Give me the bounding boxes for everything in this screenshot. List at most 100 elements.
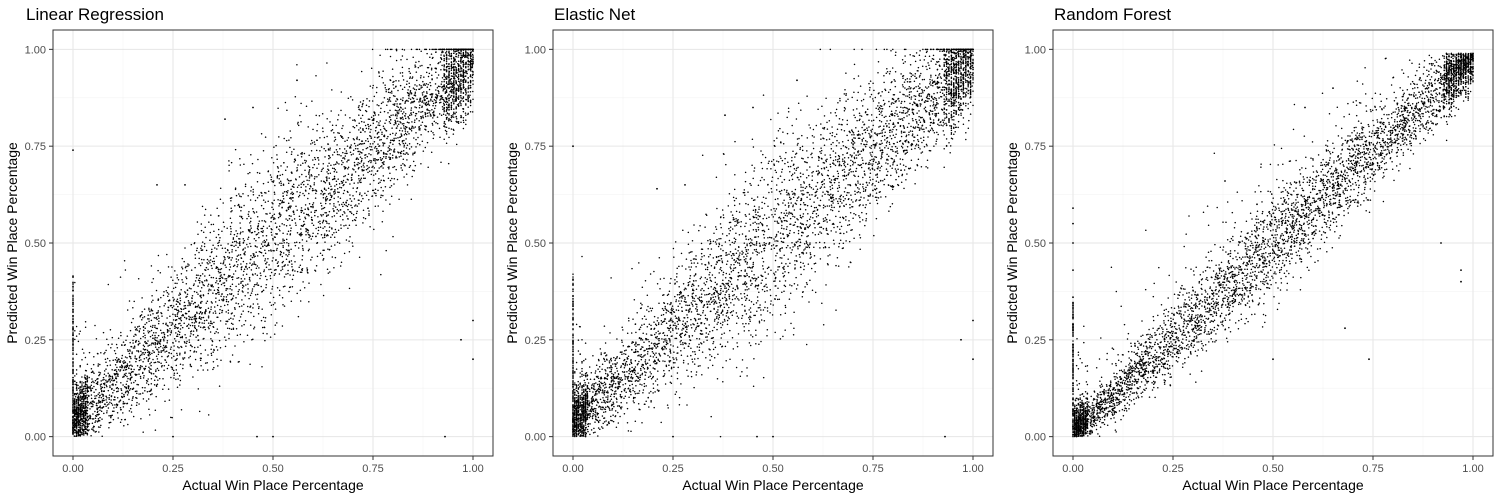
scatter-point <box>176 372 179 375</box>
scatter-point <box>358 203 360 205</box>
scatter-point <box>424 146 427 149</box>
scatter-point <box>438 62 440 64</box>
scatter-point <box>424 99 426 101</box>
scatter-point <box>190 318 193 321</box>
scatter-point <box>233 315 236 317</box>
scatter-point <box>291 196 294 199</box>
scatter-point <box>229 217 232 220</box>
scatter-point <box>189 324 192 327</box>
scatter-point <box>172 369 175 372</box>
scatter-point <box>443 84 445 86</box>
scatter-point <box>472 55 474 57</box>
scatter-point <box>151 309 154 312</box>
scatter-point <box>295 205 297 208</box>
scatter-point <box>162 294 165 297</box>
scatter-point <box>167 334 169 337</box>
scatter-point <box>175 364 178 367</box>
scatter-point <box>223 273 225 276</box>
scatter-point <box>445 82 448 84</box>
scatter-point <box>300 209 302 212</box>
scatter-point <box>142 344 145 346</box>
scatter-point <box>249 242 251 245</box>
scatter-point <box>269 212 271 214</box>
scatter-point <box>406 80 408 83</box>
scatter-point <box>307 249 310 252</box>
scatter-point <box>432 104 434 107</box>
scatter-point <box>294 260 296 263</box>
scatter-point <box>424 113 427 116</box>
scatter-point <box>395 155 397 158</box>
scatter-point <box>198 317 200 319</box>
scatter-point <box>339 265 342 267</box>
scatter-point <box>350 200 353 202</box>
scatter-point <box>347 203 350 206</box>
scatter-point <box>163 333 166 336</box>
scatter-point <box>122 401 125 403</box>
scatter-point <box>111 387 113 390</box>
scatter-point <box>378 167 380 169</box>
scatter-point <box>329 156 331 159</box>
scatter-point <box>99 372 102 374</box>
scatter-point <box>410 101 413 103</box>
scatter-point <box>347 168 349 170</box>
scatter-point <box>328 157 330 160</box>
scatter-point <box>334 228 337 231</box>
scatter-point <box>89 401 92 404</box>
scatter-point <box>206 361 208 364</box>
scatter-point <box>453 80 455 83</box>
scatter-point <box>460 75 462 77</box>
scatter-point <box>256 233 259 235</box>
scatter-point <box>451 75 454 78</box>
scatter-point <box>179 318 182 320</box>
scatter-point <box>435 48 438 51</box>
scatter-point <box>384 128 386 130</box>
scatter-point <box>153 317 156 319</box>
scatter-point <box>331 124 334 126</box>
scatter-point <box>440 68 442 71</box>
scatter-point <box>136 390 138 392</box>
scatter-point <box>300 232 303 234</box>
scatter-point <box>218 239 221 242</box>
scatter-point <box>194 321 197 323</box>
scatter-point <box>408 67 410 70</box>
scatter-point <box>448 53 451 55</box>
scatter-point <box>250 154 252 156</box>
scatter-point <box>276 262 279 264</box>
scatter-point <box>185 317 188 319</box>
scatter-point <box>238 205 241 207</box>
scatter-point <box>391 68 394 70</box>
scatter-point <box>216 358 218 360</box>
scatter-point <box>106 364 109 367</box>
scatter-point <box>210 251 213 254</box>
scatter-point <box>97 378 99 380</box>
scatter-point <box>92 401 94 403</box>
scatter-point <box>88 429 90 431</box>
scatter-point <box>240 206 243 209</box>
scatter-point <box>91 387 94 389</box>
scatter-point <box>348 240 350 242</box>
scatter-point <box>296 63 298 66</box>
scatter-point <box>172 319 175 321</box>
scatter-point <box>385 90 387 93</box>
scatter-point <box>415 138 417 141</box>
scatter-point <box>195 249 198 252</box>
scatter-point <box>377 143 379 145</box>
scatter-point <box>445 85 448 87</box>
scatter-point <box>189 365 192 367</box>
scatter-point <box>290 192 292 195</box>
scatter-point <box>445 114 447 116</box>
scatter-point <box>230 292 233 295</box>
scatter-point <box>393 178 396 180</box>
scatter-point <box>198 312 201 315</box>
scatter-point <box>315 114 317 117</box>
scatter-point <box>79 386 81 388</box>
scatter-point <box>166 317 168 319</box>
scatter-point <box>323 249 325 252</box>
scatter-point <box>433 120 436 123</box>
scatter-point <box>129 373 132 375</box>
scatter-point <box>253 256 255 258</box>
scatter-point <box>405 133 408 136</box>
scatter-point <box>446 95 449 97</box>
scatter-point <box>322 130 324 133</box>
scatter-point <box>453 88 455 91</box>
